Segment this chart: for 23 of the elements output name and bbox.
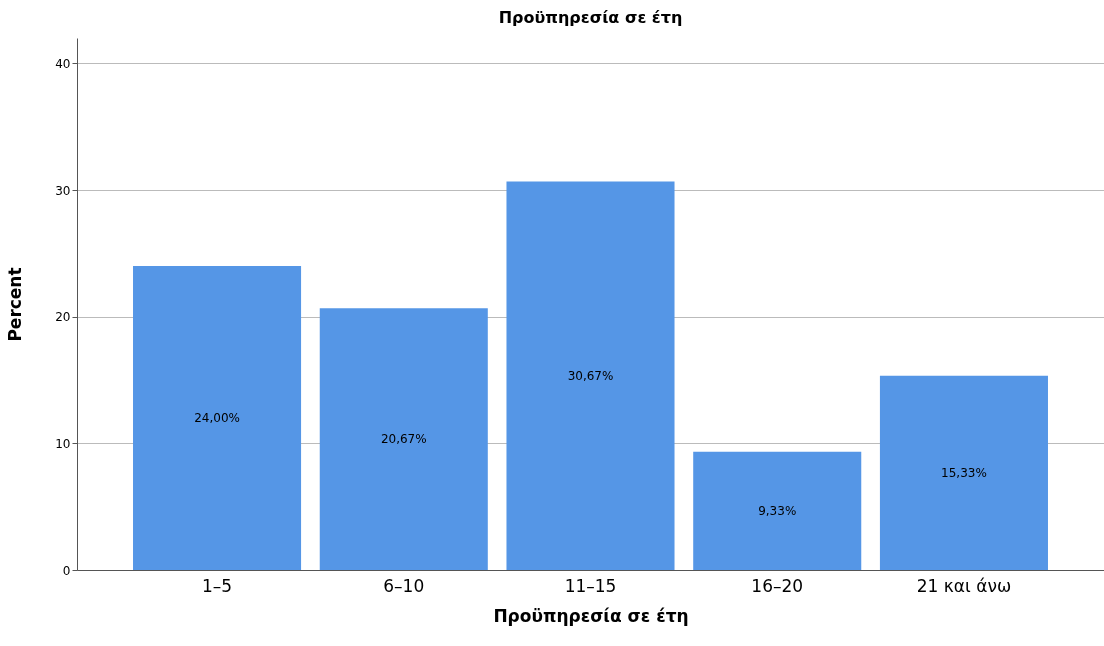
y-axis-title: Percent [5,267,26,342]
x-tick-label: 6–10 [383,575,425,596]
bar [693,451,862,570]
y-tick-label: 30 [55,183,71,198]
bar [506,181,675,570]
y-tick-label: 40 [55,56,71,71]
y-tick-label: 20 [55,310,71,325]
x-tick-label: 1–5 [201,575,233,596]
bar [879,375,1048,570]
data-label: 20,67% [380,432,427,447]
data-label: 15,33% [941,465,987,480]
data-label: 9,33% [758,503,797,518]
x-tick-label: 11–15 [564,575,617,596]
data-label: 24,00% [194,411,240,425]
x-tick-label: 16–20 [751,575,804,596]
y-tick-label: 10 [55,436,71,451]
x-tick-label: 21 και άνω [916,575,1012,596]
bar [319,308,488,570]
chart-title: Προϋπηρεσία σε έτη [498,8,683,27]
data-label: 30,67% [567,368,614,383]
bar [133,266,302,570]
y-tick-label: 0 [62,563,71,578]
x-axis-title: Προϋπηρεσία σε έτη [493,605,689,626]
